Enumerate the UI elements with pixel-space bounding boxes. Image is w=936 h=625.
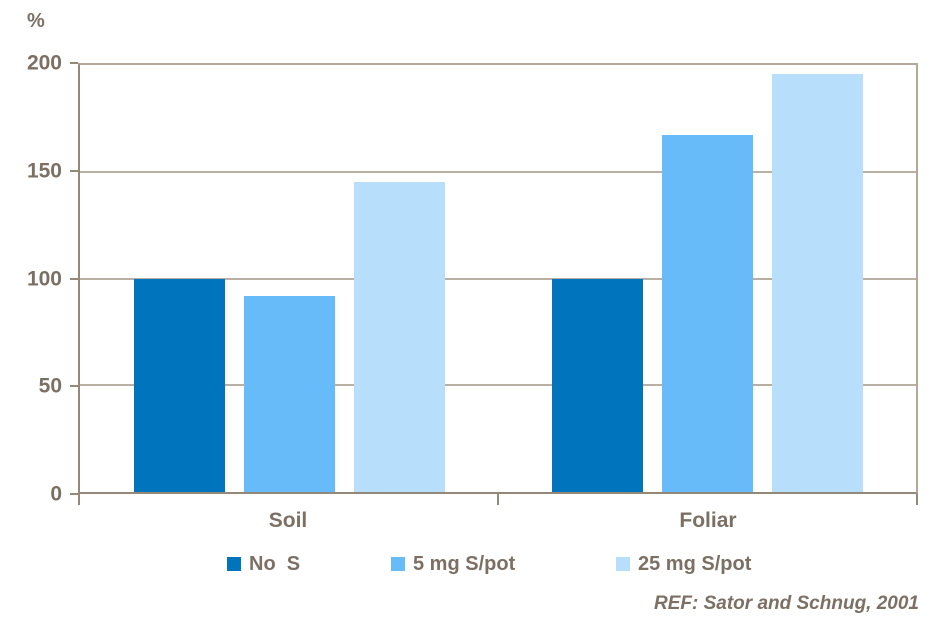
x-tick-mark	[916, 494, 918, 505]
gridline-50	[80, 384, 916, 387]
y-tick-mark	[70, 277, 78, 280]
x-tick-mark	[497, 494, 499, 505]
bar-no-s-foliar	[551, 278, 643, 492]
bar-no-s-soil	[133, 278, 225, 492]
y-tick-mark	[70, 385, 78, 388]
legend-swatch-icon	[227, 557, 241, 571]
legend-item-25-mg-s-pot: 25 mg S/pot	[616, 551, 751, 577]
bar-5-mg-s-pot-foliar	[661, 135, 753, 492]
legend-label: 25 mg S/pot	[638, 552, 752, 575]
y-tick-mark	[70, 169, 78, 172]
bar-5-mg-s-pot-soil	[243, 295, 335, 492]
category-label-soil: Soil	[268, 509, 308, 532]
bar-25-mg-s-pot-foliar	[771, 73, 863, 492]
y-tick-label-0: 0	[50, 482, 62, 506]
x-tick-mark	[78, 494, 80, 505]
y-tick-label-150: 150	[26, 159, 62, 183]
x-axis-ticks	[78, 494, 918, 505]
legend-item-5-mg-s-pot: 5 mg S/pot	[391, 551, 515, 577]
y-axis: 0 50 100 150 200	[0, 53, 78, 505]
y-tick-label-50: 50	[38, 374, 62, 398]
category-label-foliar: Foliar	[679, 509, 737, 532]
y-tick-mark	[70, 62, 78, 64]
legend-label: No S	[249, 552, 301, 575]
y-tick-mark	[70, 493, 78, 495]
bar-groups	[80, 65, 916, 492]
legend-label: 5 mg S/pot	[413, 552, 516, 575]
legend-item-no-s: No S	[227, 551, 300, 577]
y-tick-label-100: 100	[26, 267, 62, 290]
gridline-150	[80, 170, 916, 173]
legend-swatch-icon	[391, 557, 405, 571]
legend-swatch-icon	[616, 557, 630, 571]
y-tick-label-200: 200	[26, 51, 62, 75]
bar-group-foliar	[498, 65, 916, 492]
bar-25-mg-s-pot-soil	[353, 182, 445, 492]
reference-text: REF: Sator and Schnug, 2001	[654, 593, 919, 614]
y-axis-title: %	[27, 10, 45, 32]
category-labels: Soil Foliar	[78, 509, 918, 533]
legend: No S 5 mg S/pot 25 mg S/pot	[0, 551, 936, 577]
gridline-100	[80, 277, 916, 280]
bar-group-soil	[80, 65, 498, 492]
plot-area	[78, 63, 918, 494]
